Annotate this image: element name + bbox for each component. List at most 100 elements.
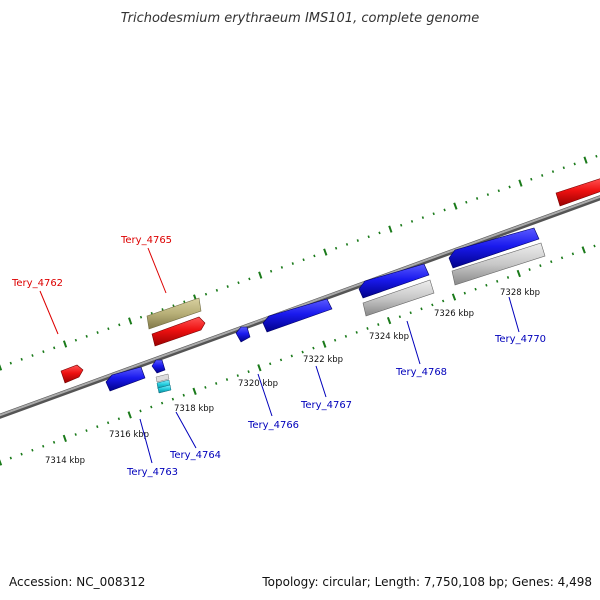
- minor-tick: [356, 239, 359, 242]
- major-tick: [192, 387, 197, 395]
- feature-grey-tery-4770[interactable]: [451, 242, 546, 286]
- minor-tick: [301, 350, 304, 354]
- minor-tick: [367, 235, 370, 239]
- minor-tick: [506, 276, 510, 279]
- minor-tick: [20, 357, 23, 361]
- feature-grey-tery-4768[interactable]: [362, 279, 435, 317]
- minor-tick: [291, 262, 294, 265]
- minor-tick: [400, 223, 403, 227]
- minor-tick: [269, 362, 272, 366]
- minor-tick: [226, 285, 229, 288]
- minor-tick: [551, 170, 555, 173]
- minor-tick: [334, 246, 338, 250]
- gene-tery-4768-reverse[interactable]: [358, 263, 430, 299]
- minor-tick: [237, 281, 240, 285]
- minor-tick: [573, 162, 576, 166]
- minor-tick: [183, 300, 186, 304]
- minor-tick: [31, 354, 34, 357]
- major-tick: [127, 411, 132, 419]
- minor-tick: [118, 323, 121, 327]
- forward-feature-olive[interactable]: [146, 297, 202, 330]
- lower-tick-track: [0, 244, 596, 466]
- minor-tick: [42, 444, 45, 448]
- minor-tick: [312, 346, 315, 350]
- minor-tick: [541, 174, 544, 177]
- minor-tick: [106, 421, 110, 425]
- minor-tick: [85, 429, 88, 432]
- minor-tick: [269, 269, 273, 273]
- gene-label-tery-4770[interactable]: Tery_4770: [494, 334, 546, 345]
- gene-tery-4767-reverse[interactable]: [262, 298, 333, 333]
- minor-tick: [539, 264, 542, 268]
- gene-label-tery-4767[interactable]: Tery_4767: [300, 400, 352, 411]
- minor-tick: [74, 338, 78, 342]
- minor-tick: [279, 358, 283, 362]
- minor-tick: [378, 231, 381, 235]
- minor-tick: [562, 166, 565, 170]
- minor-tick: [20, 452, 23, 456]
- minor-tick: [571, 252, 575, 256]
- kbp-label: 7328 kbp: [500, 288, 540, 298]
- gene-label-tery-4768[interactable]: Tery_4768: [395, 367, 447, 378]
- kbp-label: 7316 kbp: [109, 430, 149, 440]
- minor-tick: [345, 243, 349, 246]
- gene-label-tery-4764[interactable]: Tery_4764: [169, 450, 221, 461]
- minor-tick: [366, 327, 369, 330]
- minor-tick: [96, 331, 99, 334]
- gene-tery-4763-reverse[interactable]: [105, 366, 146, 392]
- minor-tick: [496, 279, 499, 283]
- minor-tick: [215, 382, 218, 385]
- minor-tick: [225, 378, 229, 381]
- minor-tick: [171, 397, 175, 401]
- major-tick: [583, 156, 588, 164]
- minor-tick: [431, 303, 434, 307]
- minor-tick: [204, 292, 208, 296]
- minor-tick: [85, 334, 88, 338]
- gene-tery-4770-reverse[interactable]: [448, 227, 540, 269]
- minor-tick: [550, 260, 553, 264]
- minor-tick: [248, 277, 251, 281]
- minor-tick: [139, 409, 142, 413]
- major-tick: [386, 316, 392, 325]
- minor-tick: [9, 456, 12, 460]
- map-title: Trichodesmium erythraeum IMS101, complet…: [121, 11, 480, 26]
- minor-tick: [593, 244, 596, 248]
- minor-tick: [31, 448, 34, 452]
- major-tick: [128, 317, 133, 325]
- minor-tick: [150, 405, 153, 409]
- upper-tick-track: [0, 154, 598, 371]
- gene-tery-4765-forward[interactable]: [151, 316, 206, 347]
- gene-forward-right-edge[interactable]: [555, 178, 600, 207]
- major-tick: [581, 246, 586, 254]
- minor-tick: [333, 338, 337, 342]
- kbp-labels: 7314 kbp 7316 kbp 7318 kbp 7320 kbp 7322…: [45, 288, 540, 466]
- minor-tick: [497, 189, 500, 193]
- minor-tick: [441, 299, 445, 303]
- accession-text: Accession: NC_008312: [9, 575, 145, 589]
- gene-label-tery-4762[interactable]: Tery_4762: [11, 278, 63, 289]
- gene-tery-4766-reverse[interactable]: [235, 326, 251, 343]
- major-tick: [258, 271, 263, 279]
- gene-label-tery-4766[interactable]: Tery_4766: [247, 420, 299, 431]
- minor-tick: [302, 258, 305, 262]
- minor-tick: [465, 200, 468, 204]
- gene-label-tery-4765[interactable]: Tery_4765: [120, 235, 172, 246]
- minor-tick: [485, 283, 488, 287]
- minor-tick: [139, 315, 143, 319]
- minor-tick: [432, 212, 435, 216]
- minor-tick: [344, 334, 348, 338]
- minor-tick: [290, 354, 293, 358]
- feature-cyan-stack[interactable]: [155, 373, 172, 394]
- gene-tery-4762-forward[interactable]: [60, 364, 84, 384]
- minor-tick: [236, 374, 239, 377]
- gene-label-tery-4763[interactable]: Tery_4763: [126, 467, 178, 478]
- minor-tick: [215, 288, 219, 292]
- minor-tick: [74, 433, 77, 436]
- major-tick: [62, 340, 68, 348]
- major-tick: [388, 225, 393, 233]
- gene-tery-4764-reverse[interactable]: [151, 359, 166, 374]
- minor-tick: [420, 307, 423, 311]
- minor-tick: [560, 256, 564, 260]
- minor-tick: [107, 327, 110, 331]
- genome-summary-text: Topology: circular; Length: 7,750,108 bp…: [261, 575, 592, 589]
